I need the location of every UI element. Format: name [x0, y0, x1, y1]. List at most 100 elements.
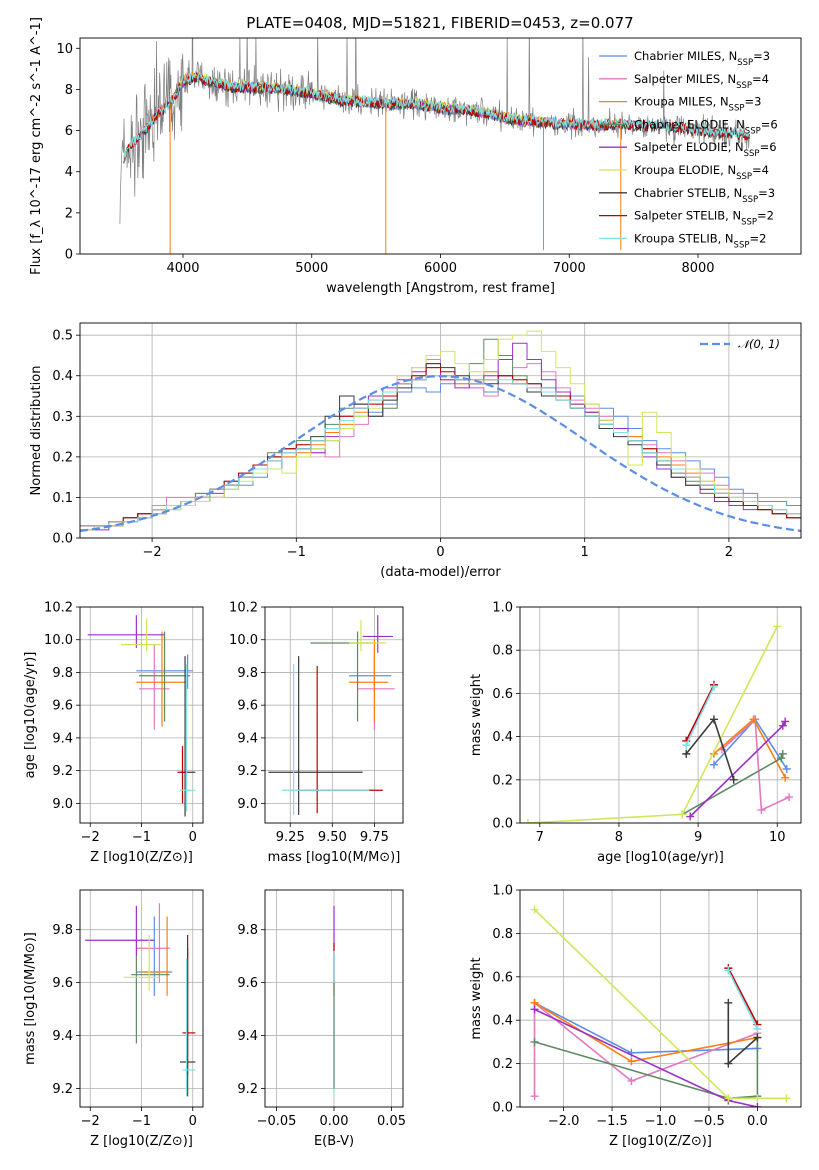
weight-marker — [724, 1059, 733, 1068]
legend-count: =6 — [760, 140, 777, 154]
y-tick-label: 9.8 — [52, 923, 73, 938]
weight-marker — [686, 812, 695, 821]
weight-marker — [753, 1033, 762, 1042]
axes-frame — [79, 37, 802, 255]
grid-lines — [80, 890, 203, 1107]
weight-marker — [530, 1037, 539, 1046]
weight-marker — [709, 715, 718, 724]
weight-marker — [773, 622, 782, 631]
y-tick-label: 0.5 — [52, 329, 73, 344]
legend-count: =4 — [752, 72, 769, 86]
axes-frame — [519, 889, 802, 1108]
y-axis-label: age [log10(age/yr)] — [23, 652, 38, 779]
weight-line — [721, 717, 790, 812]
x-tick-label: 9 — [694, 830, 702, 845]
weight-line — [534, 1037, 759, 1100]
x-tick-label: −1 — [132, 1114, 151, 1129]
residuals-panel: −2 −1 0 1 2 0.0 0.1 0.2 0.3 0.4 0.5 (data-model)/er… — [29, 322, 802, 580]
x-tick-label: 6000 — [424, 261, 457, 276]
y-tick-label: 9.4 — [52, 1029, 73, 1044]
legend-subscript: SSP — [729, 104, 745, 114]
x-tick-label: 9.50 — [318, 830, 347, 845]
weight-marker — [753, 1024, 762, 1033]
y-tick-label: 9.8 — [52, 666, 73, 681]
weight-marker — [724, 966, 733, 975]
x-tick-label: 0 — [436, 545, 444, 560]
legend-count: =3 — [753, 49, 770, 63]
weight-marker — [782, 765, 791, 773]
legend: 𝒩(0, 1) — [700, 337, 780, 351]
y-axis-label: mass weight — [469, 957, 484, 1039]
y-tick-label: 9.6 — [237, 976, 258, 991]
ticks: −2 −1 0 9.0 9.2 9.4 9.6 9.8 10.0 10.2 — [44, 601, 197, 846]
y-tick-label: 9.6 — [52, 976, 73, 991]
axes-frame — [79, 322, 802, 539]
weight-marker — [777, 754, 786, 763]
weight-marker — [530, 905, 539, 914]
x-axis-label: Z [log10(Z/Z⊙)] — [90, 1134, 193, 1149]
weight-line — [727, 969, 759, 1030]
weight-marker — [682, 741, 691, 750]
y-tick-label: 9.4 — [52, 731, 73, 746]
y-tick-label: 9.4 — [237, 1029, 258, 1044]
legend-count: =2 — [749, 231, 766, 245]
x-axis-label: Z [log10(Z/Z⊙)] — [90, 850, 193, 865]
legend-count: =6 — [761, 117, 778, 131]
x-tick-label: −0.05 — [257, 1114, 297, 1129]
weight-marker — [778, 749, 787, 758]
x-tick-label: 10 — [769, 830, 786, 845]
y-tick-label: 9.2 — [237, 764, 258, 779]
x-tick-label: 0 — [189, 830, 197, 845]
mass-vs-extinction-panel: −0.05 0.00 0.05 9.2 9.4 9.6 9.8 E(B-V) — [237, 889, 406, 1149]
y-tick-label: 0.4 — [492, 1014, 513, 1029]
legend-subscript: SSP — [736, 81, 752, 91]
weight-marker — [724, 998, 733, 1007]
y-tick-label: 0.2 — [52, 450, 73, 465]
x-tick-label: 8 — [615, 830, 623, 845]
weight-marker — [749, 715, 758, 724]
weight-marker — [781, 717, 790, 726]
weight-marker — [709, 682, 718, 691]
x-axis-label: Z [log10(Z/Z⊙)] — [609, 1134, 712, 1149]
observed-spectrum-line — [119, 38, 750, 225]
y-tick-label: 0.3 — [52, 410, 73, 425]
normal-curve — [80, 375, 801, 532]
x-tick-label: −2.0 — [548, 1114, 580, 1129]
histogram-step — [80, 375, 801, 527]
y-tick-label: 10 — [56, 42, 73, 57]
model-spectrum-line — [123, 71, 750, 162]
x-tick-label: 2 — [725, 545, 733, 560]
weight-marker — [781, 773, 790, 782]
x-tick-label: −2 — [81, 830, 100, 845]
y-tick-label: 9.2 — [237, 1082, 258, 1097]
x-tick-label: 7 — [536, 830, 544, 845]
y-tick-label: 9.8 — [237, 666, 258, 681]
x-tick-label: −2 — [81, 1114, 100, 1129]
x-tick-label: −1 — [287, 545, 306, 560]
legend-subscript: SSP — [736, 172, 752, 182]
weight-marker — [530, 1092, 539, 1101]
legend-subscript: SSP — [742, 195, 758, 205]
y-tick-label: 2 — [65, 206, 73, 221]
x-tick-label: −1 — [132, 830, 151, 845]
y-tick-label: 0.8 — [492, 927, 513, 942]
weight-vs-age-panel: 7 8 9 10 0.0 0.2 0.4 0.6 0.8 1.0 age [log10(age/yr… — [469, 601, 802, 865]
y-tick-label: 10.2 — [44, 601, 73, 616]
legend-count: =2 — [757, 209, 774, 223]
y-tick-label: 0.2 — [492, 1057, 513, 1072]
y-tick-label: 0.8 — [492, 644, 513, 659]
axes-frame — [79, 606, 204, 824]
y-axis-label: Flux [f_λ 10^-17 erg cm^-2 s^-1 A^-1] — [29, 17, 44, 275]
weight-line — [727, 967, 759, 1025]
x-tick-label: −2 — [143, 545, 162, 560]
y-axis-label: mass [log10(M/M⊙)] — [23, 932, 38, 1065]
weight-marker — [627, 1076, 636, 1085]
weight-marker — [753, 1094, 762, 1103]
axes-frame — [519, 606, 802, 824]
x-tick-label: 9.25 — [276, 830, 305, 845]
legend-count: =3 — [744, 95, 761, 109]
y-tick-label: 10.0 — [44, 633, 73, 648]
plot-area — [87, 615, 196, 817]
age-vs-mass-panel: 9.25 9.50 9.75 9.0 9.2 9.4 9.6 9.8 10.0 10.2 mass … — [229, 601, 404, 865]
plot-area — [523, 622, 794, 823]
